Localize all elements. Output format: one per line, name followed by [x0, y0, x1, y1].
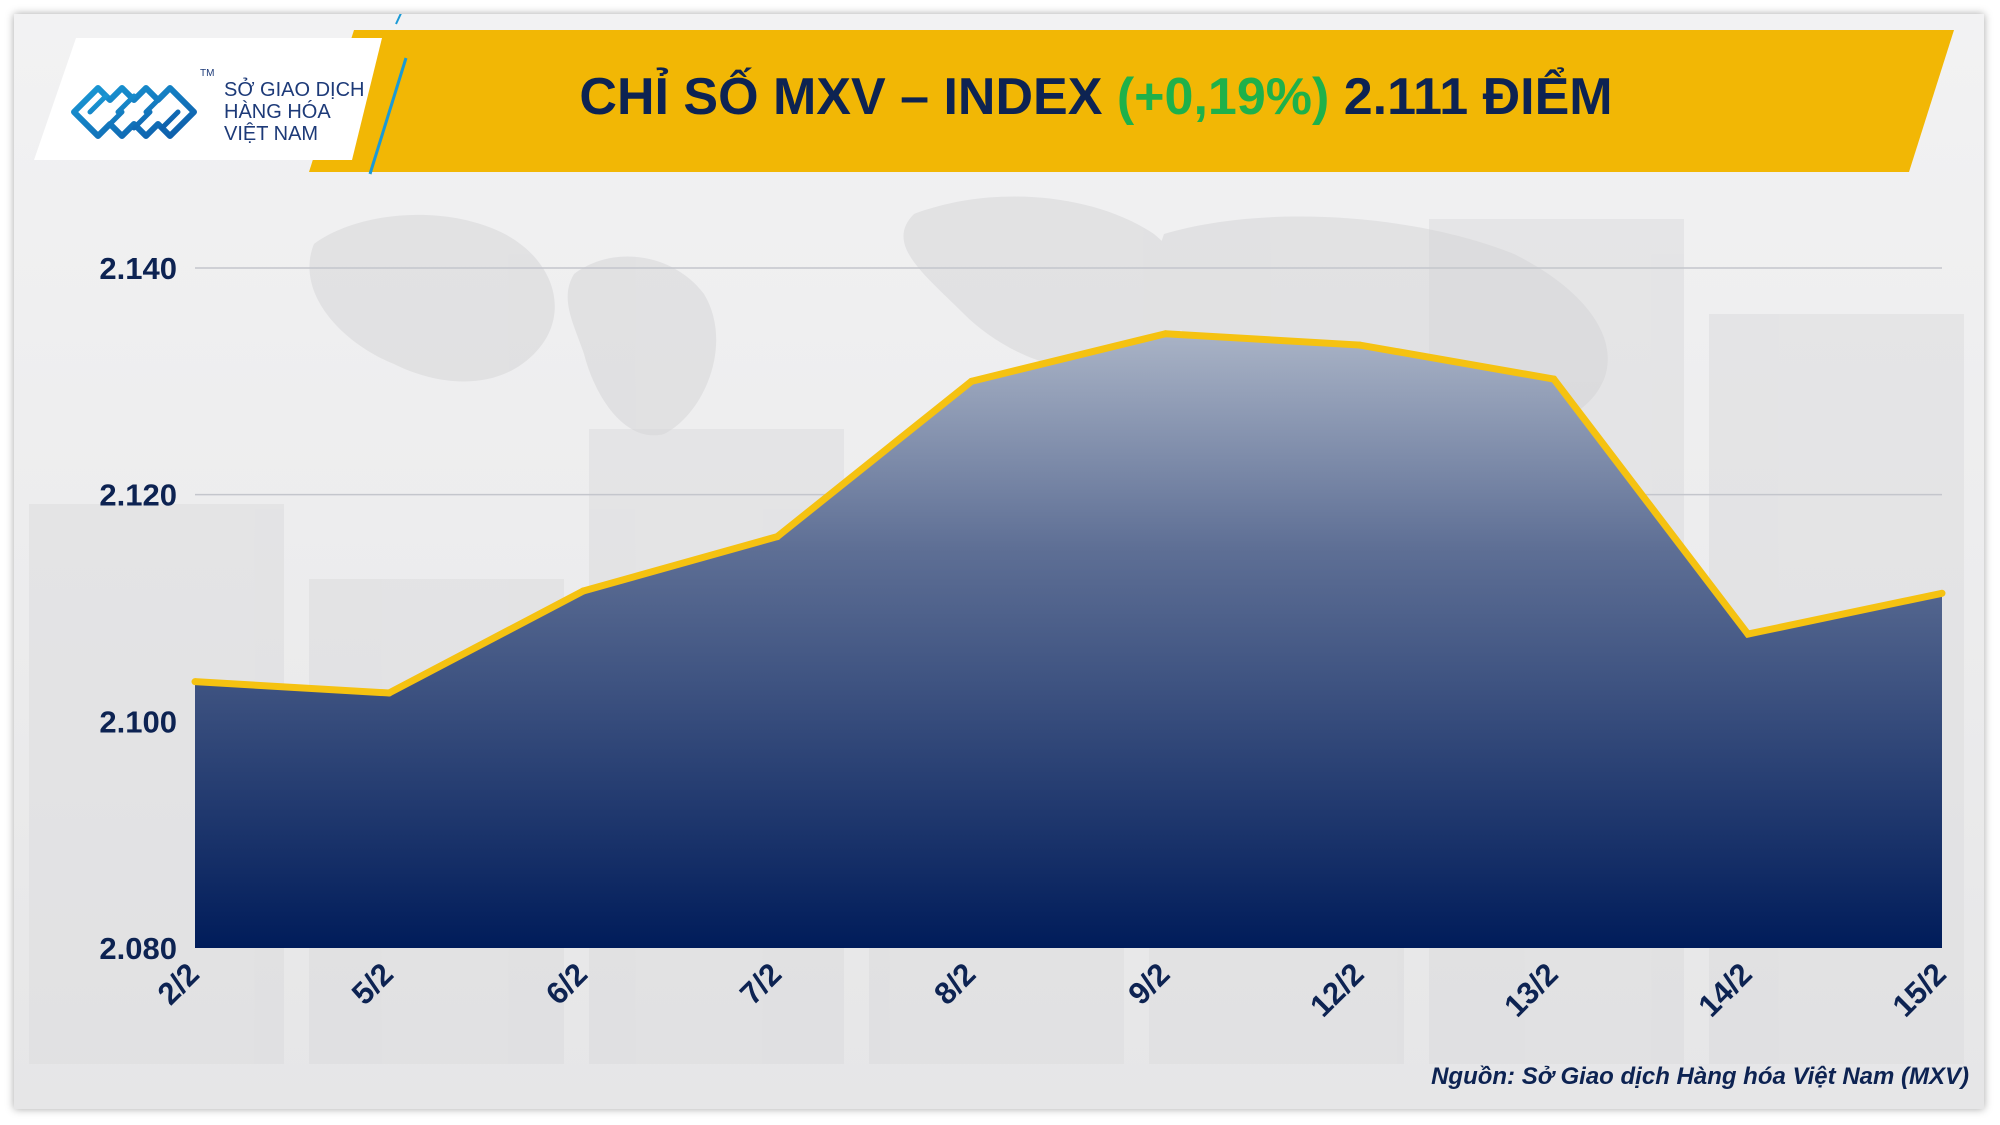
logo-line-1: SỞ GIAO DỊCH	[224, 77, 365, 101]
data-point	[385, 689, 393, 697]
data-point	[1162, 330, 1170, 338]
series-line	[194, 330, 1943, 697]
data-point	[1938, 589, 1946, 597]
data-point	[1550, 375, 1558, 383]
data-point	[579, 587, 587, 595]
logo-card	[34, 38, 382, 160]
logo-line-2: HÀNG HÓA	[224, 100, 331, 123]
x-tick-label: 7/2	[733, 956, 788, 1011]
y-tick-label: 2.120	[99, 478, 177, 513]
infographic-frame: TM SỞ GIAO DỊCH HÀNG HÓA VIỆT NAM CHỈ SỐ…	[14, 14, 1984, 1109]
y-axis: 2.080 2.100 2.120 2.140	[99, 251, 177, 966]
mxv-logo-icon	[71, 85, 197, 139]
title-value: 2.111 ĐIỂM	[1329, 67, 1612, 126]
area-series	[191, 330, 1946, 948]
title-change: (+0,19%)	[1117, 68, 1329, 126]
header-accent-line	[368, 57, 408, 175]
area-fill	[195, 333, 1942, 948]
logo-tm: TM	[200, 68, 214, 79]
logo-line-3: VIỆT NAM	[224, 122, 318, 145]
x-tick-label: 12/2	[1303, 956, 1370, 1023]
x-tick-label: 13/2	[1497, 956, 1564, 1023]
x-tick-label: 6/2	[539, 956, 594, 1011]
y-tick-label: 2.100	[99, 704, 177, 739]
x-tick-label: 8/2	[927, 956, 982, 1011]
data-point	[191, 678, 199, 686]
x-tick-label: 14/2	[1691, 956, 1758, 1023]
x-tick-label: 15/2	[1886, 956, 1953, 1023]
x-tick-label: 5/2	[345, 956, 400, 1011]
x-axis: 2/2 5/2 6/2 7/2 8/2 9/2 12/2 13/2 14/2 15/2	[151, 956, 1953, 1023]
header-band	[309, 30, 1954, 172]
data-point	[773, 533, 781, 541]
data-point	[1744, 630, 1752, 638]
data-point	[967, 377, 975, 385]
y-tick-label: 2.080	[99, 931, 177, 966]
x-tick-label: 9/2	[1121, 956, 1176, 1011]
header-accent-line-top	[395, 14, 402, 25]
chart-title: CHỈ SỐ MXV – INDEX (+0,19%) 2.111 ĐIỂM	[579, 67, 1612, 126]
data-point	[1356, 341, 1364, 349]
title-main: CHỈ SỐ MXV – INDEX	[579, 67, 1116, 126]
chart-canvas: TM SỞ GIAO DỊCH HÀNG HÓA VIỆT NAM CHỈ SỐ…	[34, 14, 1969, 1090]
y-tick-label: 2.140	[99, 251, 177, 286]
source-note: Nguồn: Sở Giao dịch Hàng hóa Việt Nam (M…	[1431, 1063, 1969, 1090]
